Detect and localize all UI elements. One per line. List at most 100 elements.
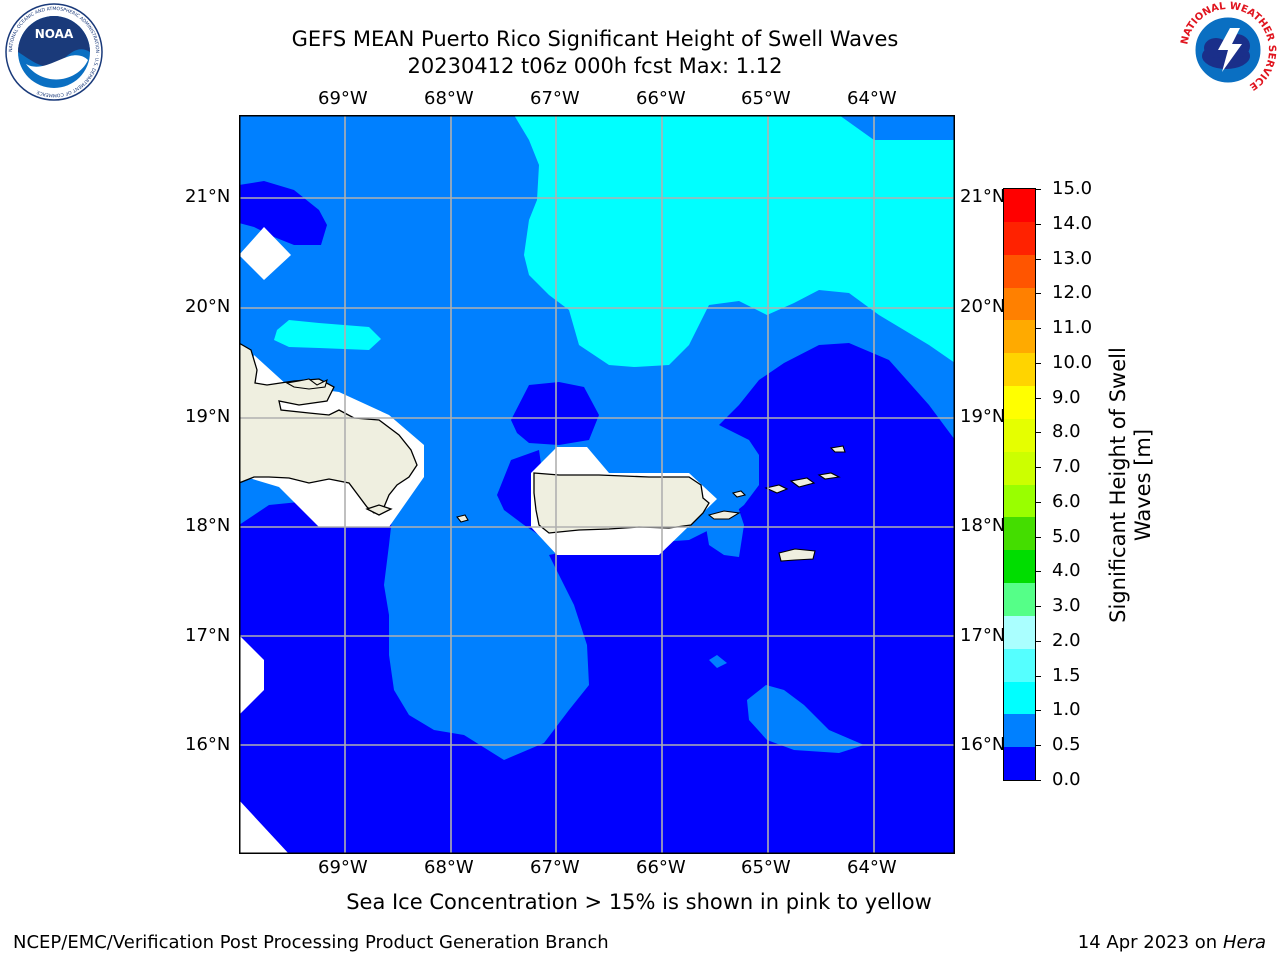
colorbar-tick-label: 2.0 [1052, 629, 1081, 651]
colorbar-tick-mark [1035, 223, 1041, 225]
chart-title: GEFS MEAN Puerto Rico Significant Height… [291, 27, 899, 51]
lon-label-top: 68°W [424, 88, 474, 109]
contour-0p5-1p0-small [709, 655, 727, 668]
contour-0p0-0p5-northwest [239, 181, 327, 245]
colorbar-tick-mark [1035, 780, 1041, 781]
colorbar-tick-mark [1035, 397, 1041, 399]
lat-label-left: 17°N [185, 625, 231, 646]
colorbar-tick-label: 8.0 [1052, 421, 1081, 443]
lon-label-bottom: 65°W [741, 857, 791, 878]
lon-label-bottom: 64°W [847, 857, 897, 878]
colorbar-swatch [1004, 484, 1035, 518]
colorbar-swatch [1004, 353, 1035, 387]
footer-branch: NCEP/EMC/Verification Post Processing Pr… [13, 932, 609, 953]
sea-ice-note: Sea Ice Concentration > 15% is shown in … [346, 890, 932, 914]
colorbar-swatch [1004, 386, 1035, 420]
land-virgin-islands-2 [789, 477, 816, 488]
lat-label-right: 21°N [960, 186, 1006, 207]
land-virgin-islands-1 [764, 484, 789, 494]
land-puerto-rico [533, 472, 710, 534]
colorbar-swatch [1004, 615, 1035, 650]
colorbar-swatch [1004, 648, 1035, 682]
chart-subtitle: 20230412 t06z 000h fcst Max: 1.12 [407, 54, 783, 78]
footer-date-text: 14 Apr 2023 on [1077, 932, 1223, 953]
lat-label-right: 18°N [960, 515, 1006, 536]
colorbar-tick-mark [1035, 432, 1041, 434]
lon-label-top: 66°W [636, 88, 686, 109]
colorbar-swatch [1004, 221, 1035, 256]
lon-label-bottom: 68°W [424, 857, 474, 878]
contour-0p5-1p0-southeast [747, 685, 864, 753]
colorbar-tick-mark [1035, 501, 1041, 503]
colorbar-tick-label: 14.0 [1052, 212, 1093, 234]
lon-label-top: 64°W [847, 88, 897, 109]
contour-1p0-1p5-west [274, 320, 381, 350]
colorbar-tick-label: 3.0 [1052, 595, 1081, 617]
contour-0p0-0p5-north-pr [511, 382, 599, 445]
colorbar-label: Significant Height of Swell Waves [m] [1106, 347, 1155, 623]
colorbar-tick-label: 13.0 [1052, 247, 1093, 269]
colorbar-swatch [1004, 747, 1035, 781]
footer-host: Hera [1222, 932, 1266, 953]
colorbar-tick-mark [1035, 293, 1041, 295]
land-vieques [707, 510, 741, 520]
lat-label-left: 18°N [185, 515, 231, 536]
lat-label-left: 21°N [185, 186, 231, 207]
colorbar-swatch [1004, 714, 1035, 748]
colorbar-tick-label: 1.5 [1052, 664, 1081, 686]
lat-label-left: 19°N [185, 406, 231, 427]
colorbar-tick-mark [1035, 640, 1041, 642]
land-virgin-islands-3 [817, 472, 841, 480]
colorbar-tick-mark [1035, 258, 1041, 260]
colorbar-tick-mark [1035, 675, 1041, 677]
colorbar-tick-mark [1035, 362, 1041, 364]
colorbar-tick-label: 9.0 [1052, 386, 1081, 408]
lon-label-top: 69°W [318, 88, 368, 109]
colorbar-tick-label: 1.0 [1052, 699, 1081, 721]
colorbar-tick-mark [1035, 467, 1041, 469]
colorbar-tick-label: 15.0 [1052, 178, 1093, 199]
contour-1p0-1p5-northeast [514, 115, 955, 367]
colorbar-swatch [1004, 320, 1035, 354]
land-culebra [731, 490, 747, 498]
lat-label-right: 20°N [960, 296, 1006, 317]
colorbar-tick-label: 0.5 [1052, 734, 1081, 756]
colorbar-tick-label: 10.0 [1052, 351, 1093, 373]
colorbar-swatch [1004, 418, 1035, 453]
land-anegada [829, 445, 846, 453]
colorbar-tick-label: 11.0 [1052, 317, 1093, 339]
colorbar-tick-mark [1035, 328, 1041, 330]
lat-label-right: 19°N [960, 406, 1006, 427]
footer-date: 14 Apr 2023 on Hera [1078, 932, 1266, 953]
lon-label-bottom: 69°W [318, 857, 368, 878]
nodata-top-left [239, 227, 291, 280]
nodata-bottom-left [239, 800, 289, 854]
colorbar-tick-mark [1035, 710, 1041, 712]
colorbar-tick-label: 0.0 [1052, 769, 1081, 790]
colorbar-tick-label: 7.0 [1052, 456, 1081, 478]
gridlines [239, 115, 955, 854]
land-hispaniola-peninsula [365, 504, 393, 516]
colorbar [1003, 188, 1036, 781]
colorbar-tick-label: 12.0 [1052, 282, 1093, 304]
noaa-logo: NOAA NATIONAL OCEANIC AND ATMOSPHERIC AD… [4, 2, 104, 102]
map-frame [239, 115, 955, 854]
lon-label-bottom: 66°W [636, 857, 686, 878]
contour-0p5-1p0-east-pr [704, 485, 744, 557]
lat-label-right: 16°N [960, 734, 1006, 755]
colorbar-swatch [1004, 681, 1035, 715]
land-mona [456, 514, 469, 523]
colorbar-tick-mark [1035, 536, 1041, 538]
colorbar-tick-mark [1035, 606, 1041, 608]
colorbar-tick-label: 6.0 [1052, 490, 1081, 512]
land-st-croix [778, 548, 816, 562]
colorbar-ticks: 15.0 14.0 13.0 12.0 11.0 10.0 9.0 8.0 7.0 6.0 5.0 4… [1035, 178, 1092, 790]
nws-logo: NATIONAL WEATHER SERVICE [1178, 0, 1278, 100]
land-tortuga [285, 378, 328, 390]
colorbar-swatch [1004, 287, 1035, 321]
lon-label-bottom: 67°W [530, 857, 580, 878]
noaa-logo-text: NOAA [35, 27, 74, 41]
lat-label-left: 16°N [185, 734, 231, 755]
colorbar-tick-label: 4.0 [1052, 560, 1081, 582]
lat-label-left: 20°N [185, 296, 231, 317]
